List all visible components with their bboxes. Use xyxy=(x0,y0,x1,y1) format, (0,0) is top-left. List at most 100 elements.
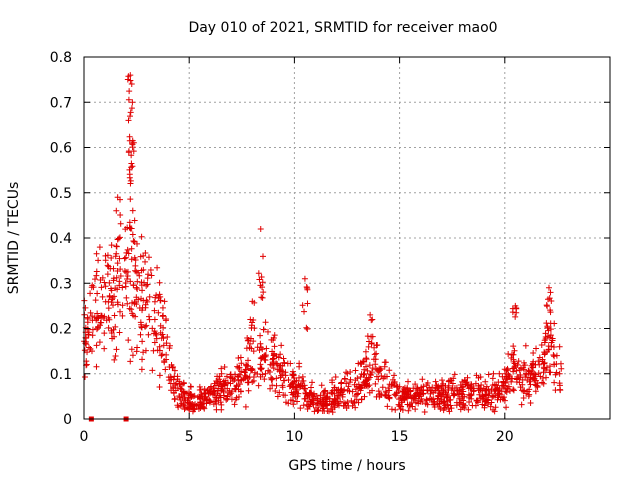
data-point xyxy=(161,298,168,305)
x-tick-label: 15 xyxy=(391,429,409,445)
data-point xyxy=(247,316,254,323)
y-tick-label: 0.6 xyxy=(50,141,72,157)
data-point xyxy=(144,281,151,288)
data-point xyxy=(386,387,393,394)
data-point xyxy=(250,348,257,355)
data-point xyxy=(510,387,517,394)
data-point xyxy=(223,373,230,380)
data-point xyxy=(203,400,210,407)
data-point xyxy=(459,393,466,400)
y-tick-label: 0.8 xyxy=(50,50,72,66)
data-point xyxy=(557,360,564,367)
data-point xyxy=(503,404,510,411)
data-point xyxy=(373,342,380,349)
data-point xyxy=(482,378,489,385)
data-point xyxy=(525,393,532,400)
data-point xyxy=(535,370,542,377)
data-point xyxy=(366,362,373,369)
data-point xyxy=(456,399,463,406)
data-point xyxy=(410,385,417,392)
data-point xyxy=(334,387,341,394)
data-point xyxy=(114,301,121,308)
data-point xyxy=(264,328,271,335)
data-point xyxy=(465,406,472,413)
data-point xyxy=(541,349,548,356)
data-point xyxy=(344,399,351,406)
data-point xyxy=(117,266,124,273)
data-point xyxy=(534,383,541,390)
data-point xyxy=(517,374,524,381)
data-point xyxy=(236,381,243,388)
data-point xyxy=(412,381,419,388)
data-point xyxy=(105,314,112,321)
data-point xyxy=(81,373,88,380)
data-point xyxy=(444,398,451,405)
data-point xyxy=(116,255,123,262)
data-point xyxy=(290,372,297,379)
data-point xyxy=(453,402,460,409)
data-point xyxy=(278,342,285,349)
data-point xyxy=(113,243,120,250)
data-point xyxy=(257,373,264,380)
data-point xyxy=(439,391,446,398)
data-point xyxy=(308,384,315,391)
data-point xyxy=(547,320,554,327)
data-point xyxy=(218,401,225,408)
data-point xyxy=(111,356,118,363)
data-point xyxy=(233,382,240,389)
data-point xyxy=(155,295,162,302)
data-point xyxy=(314,397,321,404)
data-point xyxy=(138,366,145,373)
data-point xyxy=(492,392,499,399)
data-point xyxy=(128,164,135,171)
data-point xyxy=(132,257,139,264)
data-point xyxy=(475,374,482,381)
data-point xyxy=(367,311,374,318)
data-point xyxy=(322,395,329,402)
data-point xyxy=(96,244,103,251)
data-point xyxy=(126,88,133,95)
data-point xyxy=(160,335,167,342)
data-point xyxy=(485,399,492,406)
data-point xyxy=(245,357,252,364)
data-point xyxy=(301,308,308,315)
data-point xyxy=(214,373,221,380)
data-point xyxy=(512,313,519,320)
data-point xyxy=(151,307,158,314)
data-point xyxy=(236,364,243,371)
data-point xyxy=(112,353,119,360)
data-point xyxy=(238,368,245,375)
y-tick-label: 0 xyxy=(63,412,72,428)
data-point xyxy=(258,274,265,281)
data-point xyxy=(113,250,120,257)
data-point xyxy=(297,405,304,412)
data-point xyxy=(163,351,170,358)
data-point xyxy=(458,384,465,391)
data-point xyxy=(377,392,384,399)
data-point xyxy=(144,298,151,305)
data-point xyxy=(438,385,445,392)
data-point xyxy=(338,380,345,387)
x-tick-label: 0 xyxy=(80,429,89,445)
data-point xyxy=(363,363,370,370)
data-point xyxy=(161,359,168,366)
data-point xyxy=(113,207,120,214)
data-point xyxy=(191,406,198,413)
data-point xyxy=(237,388,244,395)
data-point xyxy=(227,380,234,387)
chart-title: Day 010 of 2021, SRMTID for receiver mao… xyxy=(188,20,497,36)
data-point xyxy=(439,377,446,384)
data-point xyxy=(527,381,534,388)
data-point xyxy=(270,365,277,372)
data-point xyxy=(495,379,502,386)
data-point xyxy=(232,386,239,393)
data-point xyxy=(456,391,463,398)
data-point xyxy=(101,345,108,352)
data-point xyxy=(151,316,158,323)
data-point xyxy=(469,402,476,409)
data-point xyxy=(155,309,162,316)
data-point xyxy=(113,346,120,353)
data-point xyxy=(320,402,327,409)
data-point xyxy=(500,378,507,385)
data-point xyxy=(346,379,353,386)
